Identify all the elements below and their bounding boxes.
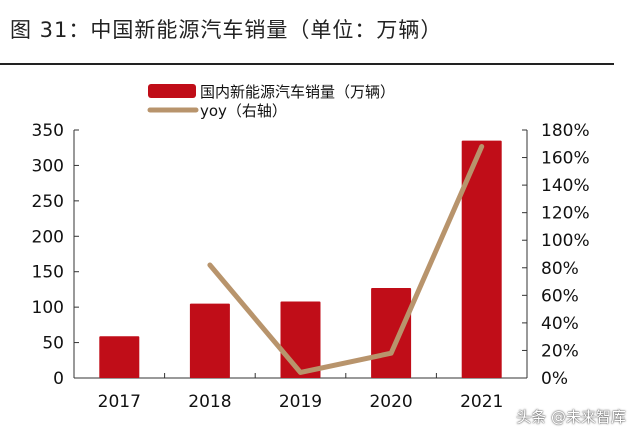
legend-bar-label: 国内新能源汽车销量（万辆） (200, 83, 395, 101)
right-tick-label: 100% (541, 231, 590, 251)
left-tick-label: 100 (32, 298, 64, 318)
right-tick-label: 20% (541, 341, 579, 361)
legend-line-label: yoy（右轴） (200, 102, 287, 120)
left-tick-label: 250 (32, 192, 64, 212)
bar-2020 (371, 288, 412, 378)
x-tick-label: 2017 (98, 392, 141, 412)
right-tick-label: 120% (541, 204, 590, 224)
right-tick-label: 180% (541, 121, 590, 141)
left-tick-label: 200 (32, 227, 64, 247)
chart-title: 图 31：中国新能源汽车销量（单位：万辆） (10, 18, 443, 42)
left-tick-label: 50 (42, 334, 64, 354)
right-tick-label: 60% (541, 286, 579, 306)
left-tick-label: 0 (53, 369, 64, 389)
title-rule (0, 63, 614, 65)
bar-2021 (461, 140, 502, 378)
right-tick-label: 160% (541, 149, 590, 169)
right-tick-label: 40% (541, 314, 579, 334)
watermark: 头条 @未来智库 (516, 408, 626, 426)
right-tick-label: 80% (541, 259, 579, 279)
yoy-line (207, 144, 485, 375)
legend-bar-swatch (148, 84, 196, 98)
bar-2017 (99, 336, 140, 378)
bar-2018 (189, 303, 230, 378)
x-tick-label: 2020 (369, 392, 412, 412)
x-tick-label: 2021 (460, 392, 503, 412)
x-tick-label: 2018 (188, 392, 231, 412)
x-tick-label: 2019 (279, 392, 322, 412)
left-tick-label: 350 (32, 121, 64, 141)
right-tick-label: 140% (541, 176, 590, 196)
bar-2019 (280, 301, 321, 378)
left-tick-label: 150 (32, 263, 64, 283)
left-tick-label: 300 (32, 156, 64, 176)
right-tick-label: 0% (541, 369, 568, 389)
